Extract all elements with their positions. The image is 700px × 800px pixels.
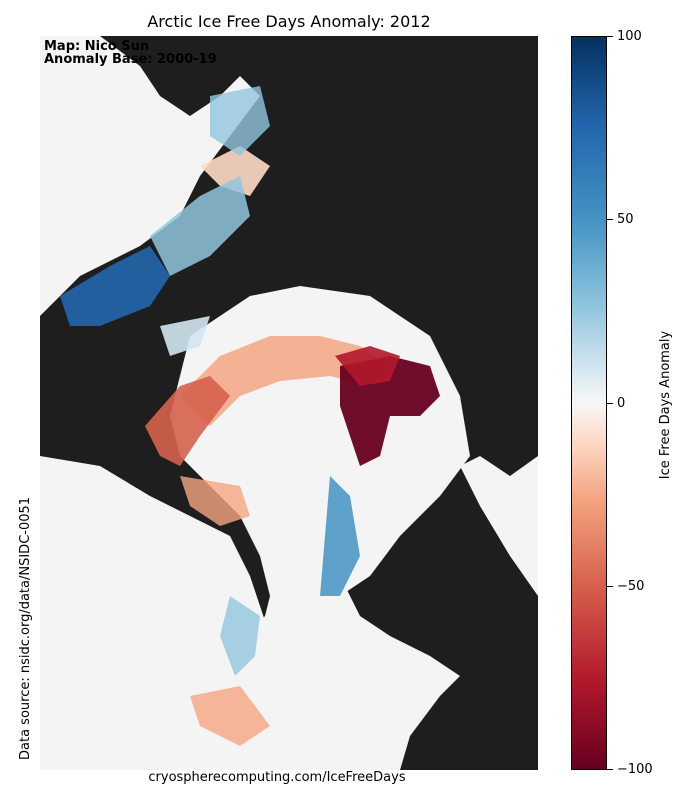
negative-anomaly-areas [145,146,440,746]
colorbar-tick [607,586,613,587]
map-credit: Map: Nico Sun [44,39,150,54]
colorbar-tick [607,769,613,770]
colorbar-tick-label: 100 [617,29,642,44]
map-title: Arctic Ice Free Days Anomaly: 2012 [147,12,431,31]
footer-url: cryospherecomputing.com/IceFreeDays [148,770,406,785]
data-source: Data source: nsidc.org/data/NSIDC-0051 [18,496,33,760]
anomaly-map [40,36,538,770]
colorbar-tick-label: 0 [617,396,626,411]
colorbar-tick-label: −100 [617,762,653,777]
colorbar-tick [607,36,613,37]
anomaly-base: Anomaly Base: 2000-19 [44,52,217,67]
positive-anomaly-areas [60,86,360,676]
colorbar [571,36,607,770]
colorbar-tick [607,219,613,220]
colorbar-tick-label: 50 [617,212,634,227]
colorbar-tick-label: −50 [617,579,645,594]
colorbar-tick [607,403,613,404]
colorbar-label: Ice Free Days Anomaly [658,330,673,480]
